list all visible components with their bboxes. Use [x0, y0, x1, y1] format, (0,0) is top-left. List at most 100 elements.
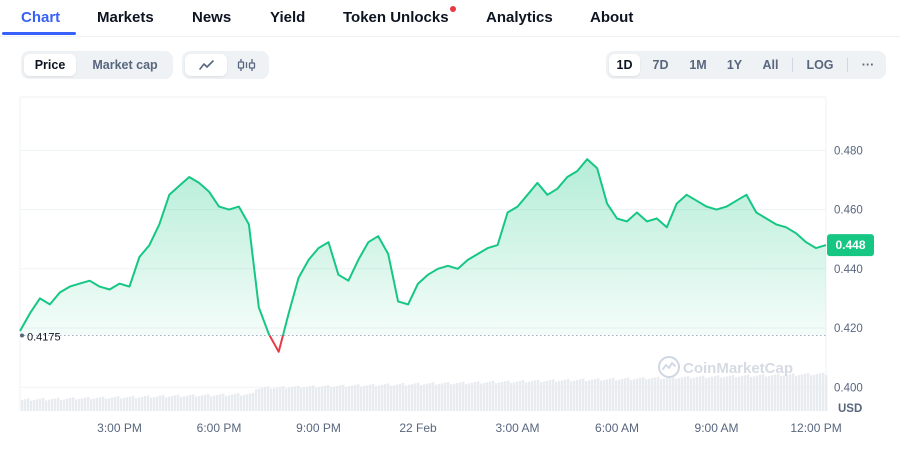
tab-yield[interactable]: Yield: [270, 9, 306, 26]
range-1m-button[interactable]: 1M: [689, 58, 707, 72]
tab-markets[interactable]: Markets: [97, 9, 154, 26]
chart-style-toggle: [182, 51, 269, 79]
volume-bar: [186, 395, 189, 411]
notification-dot-icon: [449, 6, 456, 12]
volume-bar: [711, 376, 714, 411]
more-options-button[interactable]: ···: [861, 58, 875, 72]
y-tick-label: 0.460: [834, 205, 863, 217]
volume-bar: [276, 387, 279, 411]
volume-bar: [654, 377, 657, 411]
price-toggle-button[interactable]: Price: [24, 54, 76, 76]
volume-bar: [678, 378, 681, 411]
volume-bar: [234, 393, 237, 411]
y-tick-label: 0.440: [834, 264, 863, 276]
volume-bar: [696, 377, 699, 411]
line-chart-button[interactable]: [185, 54, 227, 76]
range-1d-button[interactable]: 1D: [609, 54, 640, 76]
volume-bar: [624, 378, 627, 411]
volume-bar: [423, 384, 426, 411]
volume-bar: [78, 398, 81, 411]
volume-bar: [651, 378, 654, 411]
volume-bar: [669, 377, 672, 411]
tab-token-unlocks[interactable]: Token Unlocks: [343, 6, 456, 26]
volume-bar: [456, 382, 459, 411]
volume-bar: [489, 381, 492, 411]
volume-bar: [210, 396, 213, 411]
volume-bar: [426, 383, 429, 411]
volume-bar: [507, 380, 510, 411]
volume-bar: [360, 386, 363, 411]
volume-bar: [723, 376, 726, 411]
volume-bar: [339, 385, 342, 411]
volume-bar: [765, 376, 768, 411]
volume-bar: [579, 379, 582, 411]
volume-bar: [66, 398, 69, 411]
volume-bar: [795, 375, 798, 411]
current-price-badge: 0.448: [827, 234, 874, 257]
candlestick-chart-button[interactable]: [227, 54, 267, 76]
volume-bar: [21, 399, 24, 411]
volume-bar: [657, 376, 660, 411]
volume-bar: [405, 385, 408, 411]
volume-bar: [84, 397, 87, 411]
top-tab-bar: Chart Markets News Yield Token Unlocks A…: [0, 0, 900, 37]
volume-bar: [393, 385, 396, 411]
price-area-fill: [20, 159, 826, 336]
currency-label: USD: [838, 403, 862, 415]
volume-bar: [402, 383, 405, 411]
volume-bar: [480, 383, 483, 411]
volume-bar: [309, 386, 312, 411]
volume-bar: [801, 374, 804, 411]
volume-bar: [552, 379, 555, 411]
market-cap-toggle-button[interactable]: Market cap: [92, 58, 158, 72]
volume-bar: [207, 393, 210, 411]
volume-bar: [780, 376, 783, 411]
volume-bar: [771, 375, 774, 411]
volume-bar: [75, 399, 78, 411]
volume-bar: [825, 375, 828, 411]
volume-bar: [474, 381, 477, 411]
volume-bar: [195, 396, 198, 411]
volume-bar: [660, 379, 663, 411]
volume-bar: [222, 393, 225, 411]
volume-bar: [693, 377, 696, 411]
tab-chart[interactable]: Chart: [21, 9, 61, 26]
volume-bar: [588, 380, 591, 411]
volume-bar: [546, 380, 549, 411]
range-1y-button[interactable]: 1Y: [726, 58, 743, 72]
volume-bar: [150, 397, 153, 411]
volume-bar: [252, 392, 255, 411]
volume-bar: [612, 377, 615, 411]
tab-about[interactable]: About: [590, 9, 634, 26]
volume-bar: [531, 381, 534, 411]
volume-bar: [540, 382, 543, 411]
volume-bar: [573, 380, 576, 411]
volume-bar: [201, 395, 204, 411]
volume-bar: [282, 386, 285, 411]
volume-bar: [465, 383, 468, 411]
volume-bar: [606, 379, 609, 411]
volume-bar: [93, 398, 96, 411]
volume-bar: [351, 385, 354, 411]
volume-bar: [198, 395, 201, 411]
baseline-price-label: 0.4175: [27, 331, 61, 343]
volume-bar: [798, 375, 801, 411]
volume-bar: [663, 378, 666, 411]
volume-bar: [429, 383, 432, 411]
range-all-button[interactable]: All: [762, 58, 779, 72]
volume-bar: [327, 384, 330, 411]
log-scale-button[interactable]: LOG: [806, 58, 834, 72]
volume-bar: [633, 379, 636, 411]
volume-bar: [597, 378, 600, 411]
tab-news[interactable]: News: [192, 9, 232, 26]
volume-bar: [504, 381, 507, 411]
volume-bar: [216, 394, 219, 411]
volume-bar: [99, 397, 102, 411]
volume-bar: [729, 375, 732, 411]
volume-bar: [174, 395, 177, 411]
tab-analytics[interactable]: Analytics: [486, 9, 553, 26]
volume-bar: [231, 394, 234, 411]
volume-bar: [675, 378, 678, 411]
volume-bar: [687, 376, 690, 411]
range-7d-button[interactable]: 7D: [652, 58, 669, 72]
